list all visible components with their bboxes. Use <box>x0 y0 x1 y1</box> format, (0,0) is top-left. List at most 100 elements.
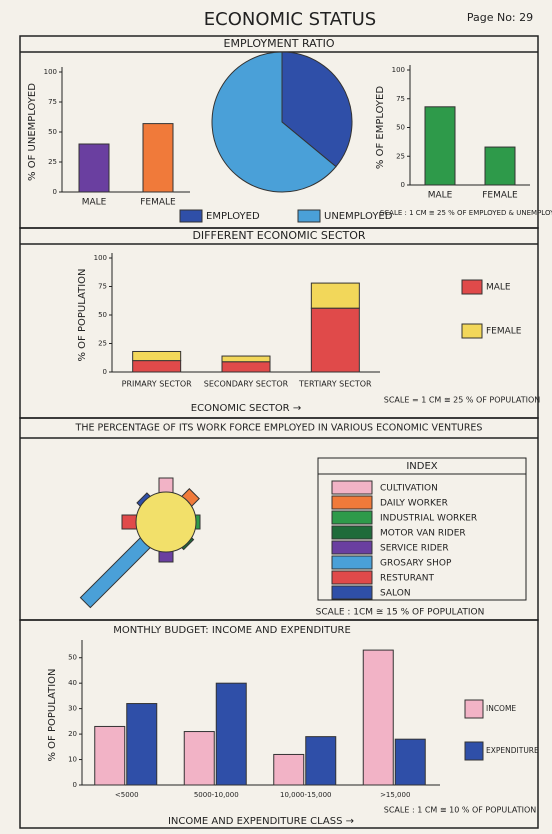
bar-segment <box>310 282 360 309</box>
y-tick-label: 100 <box>392 66 405 74</box>
frames <box>19 35 539 829</box>
page-title: ECONOMIC STATUS <box>204 9 376 30</box>
bar-segment <box>310 307 360 373</box>
y-tick-label: 40 <box>68 679 77 687</box>
legend-swatch <box>464 699 484 719</box>
scale-note: SCALE : 1 CM ≅ 25 % OF EMPLOYED & UNEMPL… <box>380 209 552 217</box>
y-tick-label: 0 <box>73 781 77 789</box>
index-swatch <box>331 585 373 600</box>
y-tick-label: 25 <box>396 152 405 160</box>
x-tick-label: TERTIARY SECTOR <box>298 380 372 389</box>
y-tick-label: 50 <box>68 654 77 662</box>
x-tick-label: FEMALE <box>140 198 176 208</box>
x-tick-label: 10,000-15,000 <box>280 791 332 799</box>
pie-slice <box>211 51 337 193</box>
index-box <box>317 457 527 601</box>
legend-swatch <box>461 323 483 339</box>
index-swatch <box>331 540 373 555</box>
legend-label: EXPENDITURE <box>486 746 539 755</box>
index-label: INDUSTRIAL WORKER <box>380 514 477 524</box>
y-tick-label: 0 <box>53 188 57 196</box>
y-tick-label: 100 <box>44 68 57 76</box>
section-title: EMPLOYMENT RATIO <box>224 37 335 50</box>
index-swatch <box>331 510 373 525</box>
chart-title: MONTHLY BUDGET: INCOME AND EXPENDITURE <box>113 625 351 636</box>
bar-segment <box>221 361 271 373</box>
index-label: SALON <box>380 589 411 599</box>
x-tick-label: PRIMARY SECTOR <box>122 380 192 389</box>
legend-label: FEMALE <box>486 327 522 337</box>
pie-slice <box>281 51 353 168</box>
y-tick-label: 25 <box>98 340 107 348</box>
scale-note: SCALE : 1CM ≅ 15 % OF POPULATION <box>316 608 485 618</box>
index-label: GROSARY SHOP <box>380 559 452 569</box>
bar <box>94 725 126 786</box>
y-tick-label: 25 <box>48 158 57 166</box>
index-swatch <box>331 480 373 495</box>
y-tick-label: 50 <box>396 124 405 132</box>
x-tick-label: <5000 <box>115 791 139 799</box>
index-label: MOTOR VAN RIDER <box>380 529 466 539</box>
y-tick-label: 50 <box>48 128 57 136</box>
bar <box>78 143 110 193</box>
x-tick-label: SECONDARY SECTOR <box>204 380 289 389</box>
index-title: INDEX <box>406 461 437 472</box>
x-axis-label: ECONOMIC SECTOR → <box>191 403 301 414</box>
y-tick-label: 75 <box>396 95 405 103</box>
bar-segment <box>221 355 271 363</box>
y-axis-label: % OF UNEMPLOYED <box>27 83 38 181</box>
legend-label: MALE <box>486 283 511 293</box>
y-tick-label: 75 <box>48 98 57 106</box>
bar <box>273 753 305 786</box>
section-title: DIFFERENT ECONOMIC SECTOR <box>192 229 365 242</box>
bar <box>424 106 456 186</box>
x-tick-label: MALE <box>428 191 453 201</box>
x-tick-label: 5000-10,000 <box>194 791 239 799</box>
bar <box>215 682 247 786</box>
index-swatch <box>331 525 373 540</box>
hub <box>135 491 197 553</box>
y-tick-label: 50 <box>98 311 107 319</box>
legend-swatch <box>464 741 484 761</box>
y-tick-label: 30 <box>68 705 77 713</box>
index-label: DAILY WORKER <box>380 499 448 509</box>
bar <box>126 703 158 786</box>
bar <box>183 731 215 786</box>
y-tick-label: 20 <box>68 730 77 738</box>
legend-swatch <box>179 209 203 223</box>
bar <box>394 738 426 786</box>
y-tick-label: 0 <box>401 181 405 189</box>
y-axis-label: % OF POPULATION <box>47 668 58 761</box>
legend-label: EMPLOYED <box>206 211 260 222</box>
section-title: THE PERCENTAGE OF ITS WORK FORCE EMPLOYE… <box>75 423 483 434</box>
index-swatch <box>331 495 373 510</box>
y-tick-label: 75 <box>98 283 107 291</box>
index-swatch <box>331 570 373 585</box>
y-tick-label: 100 <box>94 254 107 262</box>
bar <box>142 123 174 193</box>
index-label: RESTURANT <box>380 574 435 584</box>
index-swatch <box>331 555 373 570</box>
x-tick-label: FEMALE <box>482 191 518 201</box>
bar-segment <box>132 360 182 373</box>
y-tick-label: 10 <box>68 756 77 764</box>
index-label: SERVICE RIDER <box>380 544 449 554</box>
legend-swatch <box>461 279 483 295</box>
scale-note: SCALE : 1 CM ≅ 10 % OF POPULATION <box>384 806 536 815</box>
scale-note: SCALE = 1 CM ≅ 25 % OF POPULATION <box>384 396 540 405</box>
x-tick-label: >15,000 <box>380 791 410 799</box>
page-number: Page No: 29 <box>467 11 533 24</box>
bar <box>305 736 337 786</box>
x-axis-label: INCOME AND EXPENDITURE CLASS → <box>168 816 354 827</box>
bar <box>362 649 394 786</box>
bar <box>484 146 516 186</box>
y-axis-label: % OF POPULATION <box>77 268 88 361</box>
bar-segment <box>132 350 182 362</box>
y-axis-label: % OF EMPLOYED <box>375 86 386 169</box>
y-tick-label: 0 <box>103 368 107 376</box>
x-tick-label: MALE <box>82 198 107 208</box>
index-label: CULTIVATION <box>380 484 438 494</box>
legend-label: UNEMPLOYED <box>324 211 393 222</box>
legend-label: INCOME <box>486 704 516 713</box>
